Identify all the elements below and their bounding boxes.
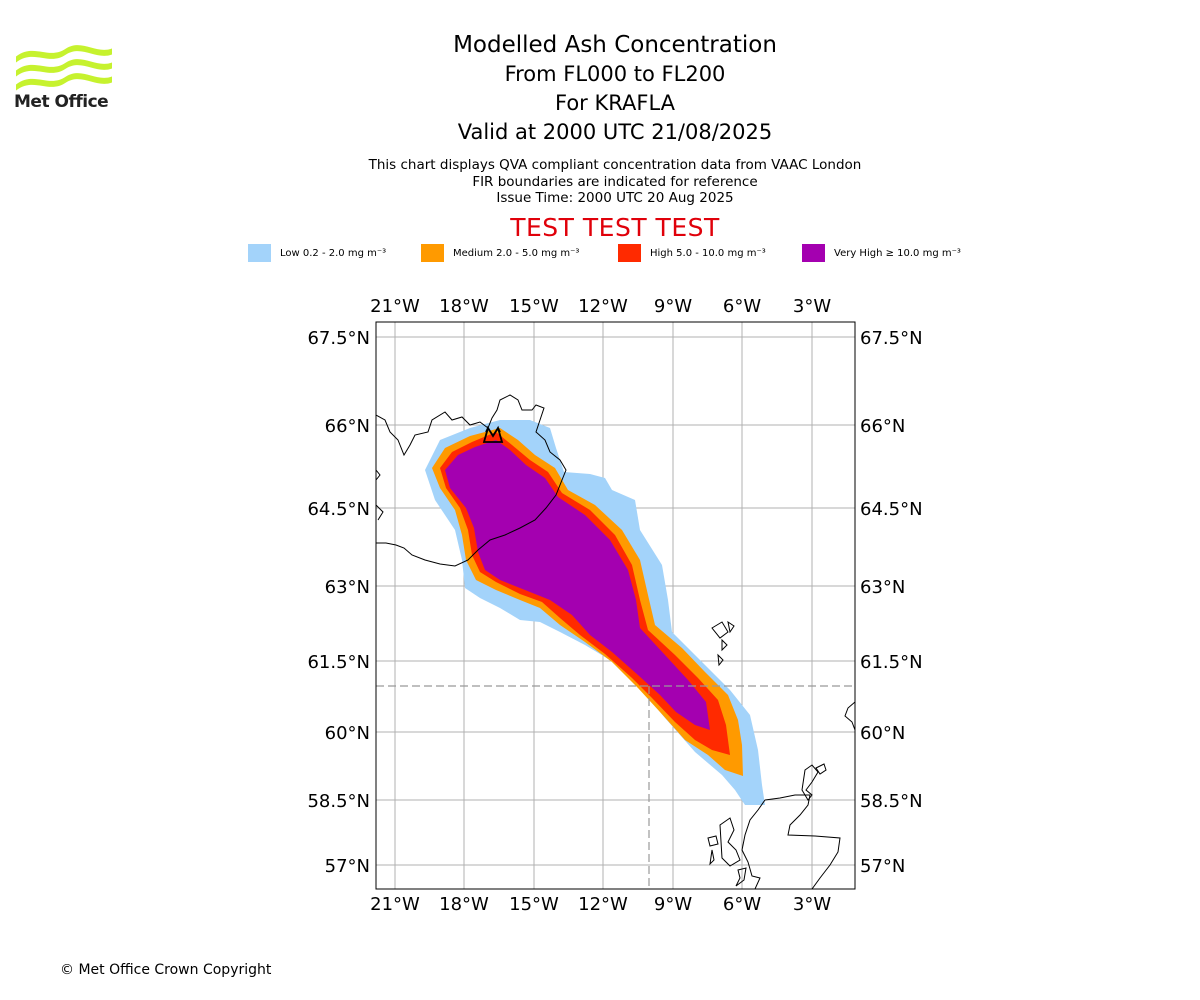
legend-label-high: High 5.0 - 10.0 mg m⁻³ <box>650 247 766 259</box>
lat-tick-left-64-5n: 64.5°N <box>307 499 370 520</box>
coastlines <box>376 394 855 889</box>
legend-item-high: High 5.0 - 10.0 mg m⁻³ <box>618 244 766 262</box>
title-line-3: For KRAFLA <box>555 91 675 115</box>
lon-tick-bottom-12w: 12°W <box>578 894 628 915</box>
legend-swatch-high <box>618 244 641 262</box>
lat-tick-right-67-5n: 67.5°N <box>860 328 923 349</box>
subtitle-line-3: Issue Time: 2000 UTC 20 Aug 2025 <box>496 190 734 206</box>
lat-tick-right-60n: 60°N <box>860 723 905 744</box>
lat-tick-left-66n: 66°N <box>325 416 370 437</box>
lon-ticks-bottom: 21°W 18°W 15°W 12°W 9°W 6°W 3°W <box>370 894 831 915</box>
map-frame <box>375 321 856 890</box>
lat-tick-left-63n: 63°N <box>325 577 370 598</box>
legend-label-low: Low 0.2 - 2.0 mg m⁻³ <box>280 247 387 259</box>
title-line-4: Valid at 2000 UTC 21/08/2025 <box>457 120 773 144</box>
legend-item-very-high: Very High ≥ 10.0 mg m⁻³ <box>802 244 961 262</box>
chart-subtitle: This chart displays QVA compliant concen… <box>315 157 915 207</box>
legend-item-low: Low 0.2 - 2.0 mg m⁻³ <box>248 244 386 262</box>
lat-tick-left-61-5n: 61.5°N <box>307 652 370 673</box>
chart-title: Modelled Ash Concentration From FL000 to… <box>315 30 915 147</box>
legend-label-very-high: Very High ≥ 10.0 mg m⁻³ <box>834 247 961 259</box>
legend-swatch-low <box>248 244 271 262</box>
lon-tick-bottom-6w: 6°W <box>723 894 761 915</box>
ash-very-high-contour <box>445 440 710 730</box>
lat-tick-right-57n: 57°N <box>860 856 905 877</box>
copyright-notice: © Met Office Crown Copyright <box>60 962 272 978</box>
lat-tick-right-61-5n: 61.5°N <box>860 652 923 673</box>
legend-swatch-very-high <box>802 244 825 262</box>
subtitle-line-1: This chart displays QVA compliant concen… <box>368 157 862 173</box>
lat-ticks-left: 67.5°N 66°N 64.5°N 63°N 61.5°N 60°N 58.5… <box>307 328 370 877</box>
lon-tick-top-15w: 15°W <box>509 296 559 317</box>
lon-tick-bottom-21w: 21°W <box>370 894 420 915</box>
lon-tick-bottom-9w: 9°W <box>654 894 692 915</box>
fir-boundary <box>376 685 855 889</box>
lat-ticks-right: 67.5°N 66°N 64.5°N 63°N 61.5°N 60°N 58.5… <box>860 328 923 877</box>
subtitle-line-2: FIR boundaries are indicated for referen… <box>472 173 758 190</box>
legend-swatch-medium <box>421 244 444 262</box>
lon-tick-top-6w: 6°W <box>723 296 761 317</box>
lat-tick-right-64-5n: 64.5°N <box>860 499 923 520</box>
lon-tick-top-12w: 12°W <box>578 296 628 317</box>
lon-tick-bottom-15w: 15°W <box>509 894 559 915</box>
volcano-icon <box>482 425 504 443</box>
test-banner: TEST TEST TEST <box>510 213 720 242</box>
lon-tick-top-18w: 18°W <box>439 296 489 317</box>
map-plot-area <box>376 322 855 889</box>
lon-tick-bottom-3w: 3°W <box>793 894 831 915</box>
lon-tick-top-9w: 9°W <box>654 296 692 317</box>
met-office-logo-icon <box>16 45 112 91</box>
title-line-1: Modelled Ash Concentration <box>453 32 777 58</box>
legend-item-medium: Medium 2.0 - 5.0 mg m⁻³ <box>421 244 579 262</box>
lon-tick-bottom-18w: 18°W <box>439 894 489 915</box>
lat-tick-left-57n: 57°N <box>325 856 370 877</box>
logo-text: Met Office <box>14 92 109 112</box>
lat-tick-left-58-5n: 58.5°N <box>307 791 370 812</box>
lat-tick-right-63n: 63°N <box>860 577 905 598</box>
lon-tick-top-21w: 21°W <box>370 296 420 317</box>
legend-label-medium: Medium 2.0 - 5.0 mg m⁻³ <box>453 247 580 259</box>
lat-tick-left-60n: 60°N <box>325 723 370 744</box>
lon-tick-top-3w: 3°W <box>793 296 831 317</box>
lon-ticks-top: 21°W 18°W 15°W 12°W 9°W 6°W 3°W <box>370 296 831 317</box>
title-line-2: From FL000 to FL200 <box>504 62 726 86</box>
lat-tick-right-66n: 66°N <box>860 416 905 437</box>
lat-tick-left-67-5n: 67.5°N <box>307 328 370 349</box>
lat-tick-right-58-5n: 58.5°N <box>860 791 923 812</box>
